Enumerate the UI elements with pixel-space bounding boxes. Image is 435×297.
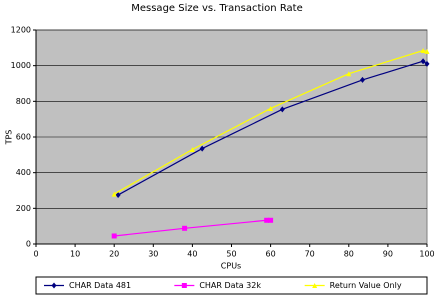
- x-tick-label: 30: [148, 250, 158, 259]
- marker: [268, 105, 274, 111]
- marker: [420, 58, 426, 65]
- legend-label: Return Value Only: [330, 281, 402, 290]
- marker: [111, 191, 117, 197]
- y-tick-label: 1200: [11, 26, 31, 35]
- marker: [279, 106, 285, 113]
- legend-marker: [312, 283, 318, 288]
- chart-title: Message Size vs. Transaction Rate: [131, 3, 303, 14]
- marker: [359, 76, 365, 83]
- marker: [182, 225, 188, 231]
- legend-marker: [181, 283, 187, 288]
- x-tick-label: 40: [187, 250, 197, 259]
- legend-label: CHAR Data 32k: [199, 281, 261, 290]
- legend-label: CHAR Data 481: [69, 281, 131, 290]
- marker: [424, 60, 430, 67]
- y-tick-label: 0: [26, 240, 31, 249]
- marker: [424, 48, 430, 54]
- marker: [264, 217, 270, 223]
- y-tick-label: 200: [16, 204, 31, 213]
- x-tick-label: 90: [383, 250, 393, 259]
- legend: [35, 276, 428, 295]
- marker: [111, 233, 117, 239]
- x-axis-label: CPUs: [221, 262, 241, 271]
- x-tick-label: 0: [33, 250, 38, 259]
- x-tick-label: 70: [305, 250, 315, 259]
- marker: [268, 217, 274, 223]
- marker: [420, 48, 426, 54]
- y-axis-label: TPS: [5, 130, 14, 146]
- marker: [199, 145, 205, 152]
- x-tick-label: 10: [70, 250, 80, 259]
- x-tick-label: 100: [419, 250, 434, 259]
- legend-marker: [51, 282, 57, 289]
- x-tick-label: 60: [266, 250, 276, 259]
- marker: [189, 146, 195, 152]
- x-tick-label: 20: [109, 250, 119, 259]
- x-tick-label: 80: [344, 250, 354, 259]
- marker: [115, 191, 121, 198]
- y-tick-label: 600: [16, 133, 31, 142]
- x-tick-label: 50: [226, 250, 236, 259]
- marker: [346, 71, 352, 77]
- y-tick-label: 400: [16, 168, 31, 177]
- y-tick-label: 800: [16, 97, 31, 106]
- y-tick-label: 1000: [11, 61, 31, 70]
